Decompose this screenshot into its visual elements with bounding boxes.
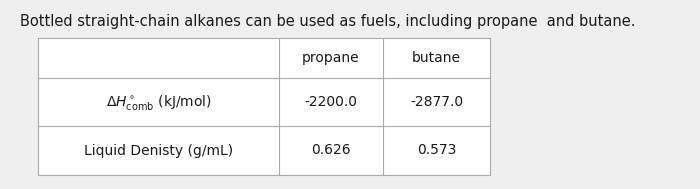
Text: Liquid Denisty (g/mL): Liquid Denisty (g/mL) bbox=[84, 143, 233, 157]
Text: 0.626: 0.626 bbox=[312, 143, 351, 157]
Text: Bottled straight-chain alkanes can be used as fuels, including propane  and buta: Bottled straight-chain alkanes can be us… bbox=[20, 14, 636, 29]
Text: $\Delta H^\circ_{\mathregular{comb}}$ (kJ/mol): $\Delta H^\circ_{\mathregular{comb}}$ (k… bbox=[106, 92, 211, 112]
Bar bbox=[38, 38, 490, 175]
Text: -2877.0: -2877.0 bbox=[410, 95, 463, 109]
Bar bbox=[38, 38, 490, 175]
Text: -2200.0: -2200.0 bbox=[304, 95, 358, 109]
Text: 0.573: 0.573 bbox=[416, 143, 456, 157]
Text: propane: propane bbox=[302, 51, 360, 65]
Text: butane: butane bbox=[412, 51, 461, 65]
